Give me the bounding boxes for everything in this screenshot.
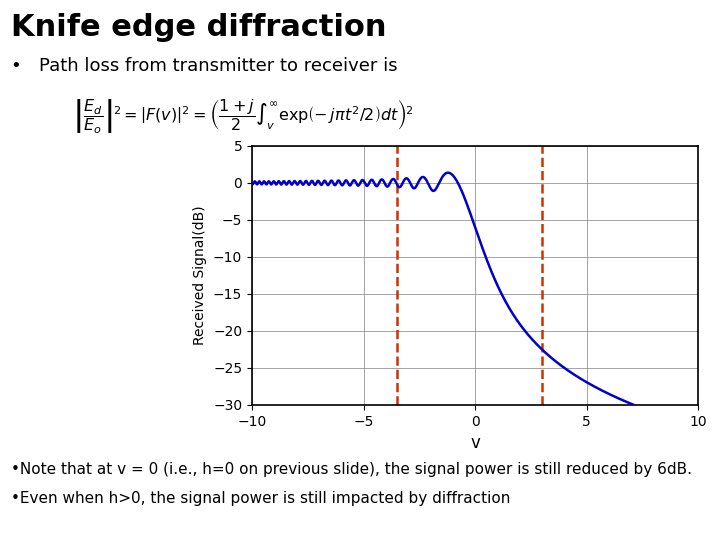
Y-axis label: Received Signal(dB): Received Signal(dB) [194, 206, 207, 345]
Text: •Note that at v = 0 (i.e., h=0 on previous slide), the signal power is still red: •Note that at v = 0 (i.e., h=0 on previo… [11, 462, 692, 477]
Text: $\left|\dfrac{E_d}{E_o}\right|^{\!2}= \left|F(v)\right|^2= \left(\dfrac{1+j}{2}\: $\left|\dfrac{E_d}{E_o}\right|^{\!2}= \l… [72, 97, 413, 136]
Text: •Even when h>0, the signal power is still impacted by diffraction: •Even when h>0, the signal power is stil… [11, 491, 510, 507]
X-axis label: v: v [470, 434, 480, 453]
Text: Knife edge diffraction: Knife edge diffraction [11, 14, 387, 43]
Text: •   Path loss from transmitter to receiver is: • Path loss from transmitter to receiver… [11, 57, 397, 75]
